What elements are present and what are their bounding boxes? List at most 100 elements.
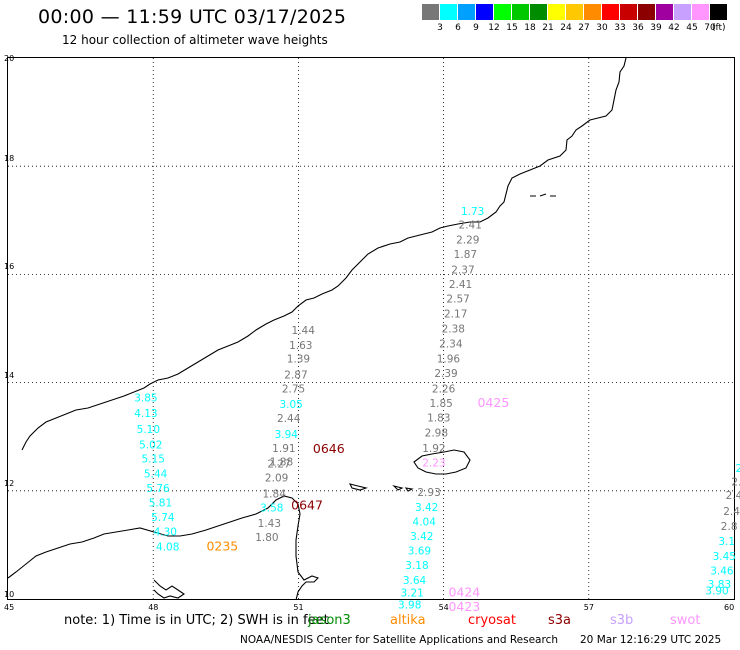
legend-swatch xyxy=(476,4,494,20)
pass-time-label: 0235 xyxy=(206,538,238,553)
legend-swatch xyxy=(620,4,638,20)
track-far-east: 22. 2.4 2.4 2.8 3.1 3.45 3.463.833.90 xyxy=(705,463,740,598)
lat-lon-grid xyxy=(8,58,734,599)
wave-height-value: 2.38 xyxy=(442,323,465,335)
x-tick-label: 57 xyxy=(583,603,594,612)
legend-label: 12 xyxy=(488,23,500,33)
wave-height-value: 2.8 xyxy=(721,521,738,533)
wave-height-value: 5.74 xyxy=(151,512,175,524)
legend-unit: (ft) xyxy=(712,23,726,33)
altimeter-observations: 3.85 4.13 5.10 5.02 5.15 5.44 5.76 5.81 5.74 4.30… xyxy=(134,206,740,612)
legend-label: 3 xyxy=(437,23,443,33)
wave-height-value: 2.4 xyxy=(726,490,740,502)
legend-label: 39 xyxy=(650,23,662,33)
wave-height-value: 1.80 xyxy=(255,532,278,544)
legend-label: 33 xyxy=(614,23,626,33)
wave-height-value: 5.02 xyxy=(139,440,162,452)
satellite-altika: altika xyxy=(390,613,426,628)
wave-height-value: 1.91 xyxy=(272,443,295,455)
x-tick-label: 54 xyxy=(438,603,449,612)
wave-height-value: 2.57 xyxy=(446,294,469,306)
wave-height-value: 2.41 xyxy=(449,279,472,291)
legend-swatch xyxy=(602,4,620,20)
socotra-island xyxy=(413,449,471,475)
credit-line: NOAA/NESDIS Center for Satellite Applica… xyxy=(240,634,558,646)
wave-height-value: 3.45 xyxy=(713,551,736,563)
wave-height-value: 3.1 xyxy=(718,536,735,548)
wave-height-value: 3.83 xyxy=(708,579,731,591)
y-tick-label: 18 xyxy=(4,154,15,164)
wave-height-value: 1.83 xyxy=(427,413,450,425)
somalia-inlet xyxy=(153,579,185,599)
wave-height-value: 1.84 xyxy=(263,488,287,500)
wave-height-value: 3.98 xyxy=(398,600,421,612)
legend-swatch xyxy=(512,4,530,20)
wave-height-value: 3.05 xyxy=(279,399,302,411)
abd-al-kuri-island xyxy=(348,483,368,491)
coastline xyxy=(7,57,627,601)
wave-height-value: 2.93 xyxy=(417,487,440,499)
legend-label: 42 xyxy=(668,23,680,33)
wave-height-value: 5.15 xyxy=(142,454,165,466)
wave-height-value: 1.63 xyxy=(289,340,312,352)
legend-label: 24 xyxy=(560,23,572,33)
track-east: 1.732.412.291.872.372.412.572.172.382.34… xyxy=(398,206,484,612)
wave-height-value: 2.27 xyxy=(267,459,290,471)
map-frame xyxy=(7,57,735,600)
wave-height-value: 5.10 xyxy=(137,424,160,436)
wave-height-value: 2.34 xyxy=(439,338,463,350)
wave-height-value: 2.23 xyxy=(422,457,445,469)
y-tick-label: 10 xyxy=(4,590,15,599)
wave-height-value: 3.69 xyxy=(408,546,431,558)
generated-timestamp: 20 Mar 12:16:29 UTC 2025 xyxy=(580,634,722,646)
page-title: 00:00 — 11:59 UTC 03/17/2025 xyxy=(38,6,347,28)
y-tick-label: 16 xyxy=(4,262,15,272)
y-tick-label: 20 xyxy=(4,54,15,63)
wave-height-value: 3.58 xyxy=(260,502,283,514)
wave-height-value: 3.18 xyxy=(405,560,428,572)
wave-height-value: 1.92 xyxy=(422,443,445,455)
wave-height-value: 4.08 xyxy=(156,541,179,553)
wave-height-value: 2.17 xyxy=(444,309,467,321)
legend-label: 45 xyxy=(686,23,698,33)
legend-swatch xyxy=(422,4,440,20)
pass-time-label: 0646 xyxy=(313,441,345,456)
wave-height-value: 2.37 xyxy=(451,264,474,276)
wave-height-value: 3.94 xyxy=(275,429,299,441)
coastline-somalia xyxy=(7,495,320,601)
wave-height-value: 2.4 xyxy=(723,506,740,518)
wave-height-value: 1.85 xyxy=(429,398,452,410)
wave-height-value: 3.64 xyxy=(403,575,427,587)
wave-height-value: 1.73 xyxy=(461,206,484,218)
wave-height-value: 2.44 xyxy=(277,413,301,425)
legend-label: 18 xyxy=(524,23,536,33)
track-central: 1.44 1.63 1.39 2.87 2.75 3.05 2.44 3.94 1.911.88… xyxy=(255,325,315,544)
legend-swatch xyxy=(494,4,512,20)
legend-swatch xyxy=(692,4,710,20)
legend-label: 70 xyxy=(704,23,716,33)
legend-label: 30 xyxy=(596,23,608,33)
legend-swatch xyxy=(440,4,458,20)
legend-label: 27 xyxy=(578,23,590,33)
wave-height-value: 4.30 xyxy=(154,527,177,539)
wave-height-value: 5.44 xyxy=(144,468,168,480)
legend-swatch xyxy=(656,4,674,20)
wave-height-value: 1.39 xyxy=(287,354,310,366)
wave-height-value: 2.75 xyxy=(282,383,305,395)
legend-swatch xyxy=(530,4,548,20)
wave-height-value: 2.41 xyxy=(459,219,482,231)
satellite-s3b: s3b xyxy=(610,613,634,628)
samha-island xyxy=(392,484,404,491)
wave-height-value: 1.44 xyxy=(292,325,316,337)
wave-height-value: 3.42 xyxy=(410,531,433,543)
y-tick-label: 14 xyxy=(4,370,15,380)
legend-swatch xyxy=(458,4,476,20)
wave-height-value: 5.76 xyxy=(146,483,170,495)
darsa-island xyxy=(404,487,414,492)
legend-label: 15 xyxy=(506,23,518,33)
wave-height-value: 3.85 xyxy=(134,393,157,405)
legend-label: 21 xyxy=(542,23,554,33)
coastline-arabia xyxy=(21,57,627,451)
